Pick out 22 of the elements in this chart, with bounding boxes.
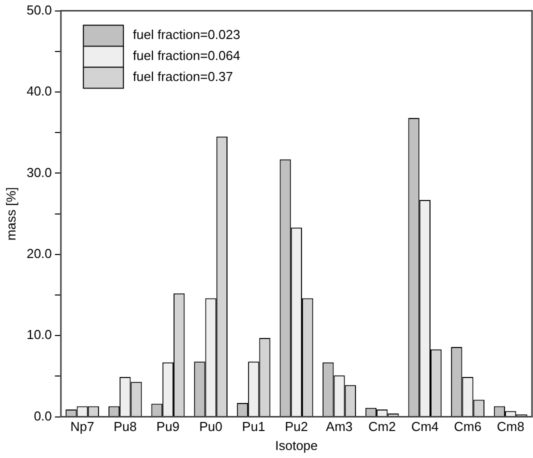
x-tick-label: Cm2 [368,419,396,434]
y-tick-label: 0.0 [34,408,52,424]
y-tick-label: 20.0 [26,246,52,261]
x-tick-label: Am3 [326,419,353,434]
legend-label: fuel fraction=0.023 [132,26,240,42]
x-axis-title: Isotope [275,438,318,453]
x-tick-label: Np7 [70,419,94,434]
x-tick-label: Pu8 [114,419,137,434]
x-tick-label: Cm8 [496,419,524,434]
legend-label: fuel fraction=0.064 [132,48,240,63]
x-tick-label: Cm4 [411,419,439,434]
x-tick-label: Cm6 [454,419,482,434]
y-tick-label: 10.0 [26,327,52,342]
y-tick-label: 30.0 [26,164,52,180]
x-tick-label: Pu0 [199,419,222,434]
y-tick-label: 40.0 [26,84,52,99]
y-axis-title: mass [%] [3,187,18,241]
x-tick-label: Pu1 [242,419,266,434]
x-tick-label: Pu2 [284,419,308,434]
x-tick-label: Pu9 [156,419,180,434]
y-tick-label: 50.0 [26,2,52,18]
legend-label: fuel fraction=0.37 [132,68,234,84]
